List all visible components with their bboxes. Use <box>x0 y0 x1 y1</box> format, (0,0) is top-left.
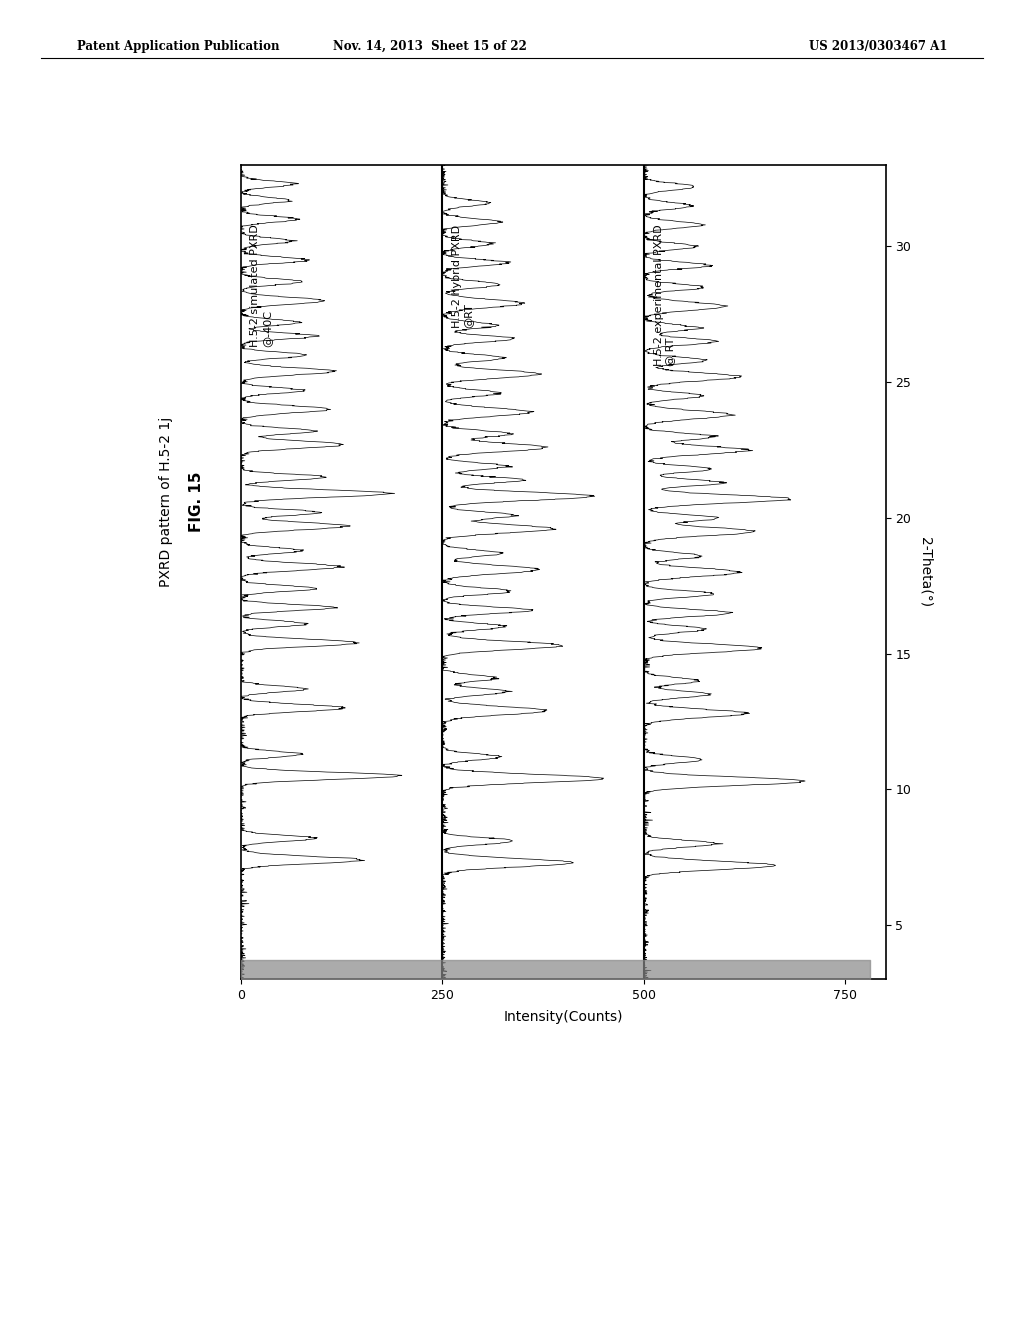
Y-axis label: 2-Theta(°): 2-Theta(°) <box>919 537 932 607</box>
X-axis label: Intensity(Counts): Intensity(Counts) <box>504 1011 623 1024</box>
Text: H.5-2 experimental PXRD
@ RT: H.5-2 experimental PXRD @ RT <box>653 224 675 367</box>
Text: PXRD pattern of H.5-2 1j: PXRD pattern of H.5-2 1j <box>159 417 173 586</box>
Text: Nov. 14, 2013  Sheet 15 of 22: Nov. 14, 2013 Sheet 15 of 22 <box>333 40 527 53</box>
Text: H.5-2 simulated PXRD
@-40C: H.5-2 simulated PXRD @-40C <box>250 224 272 347</box>
Text: H.5-2 hybrid PXRD
@RT: H.5-2 hybrid PXRD @RT <box>452 224 473 327</box>
Text: Patent Application Publication: Patent Application Publication <box>77 40 280 53</box>
Text: FIG. 15: FIG. 15 <box>189 471 205 532</box>
Text: US 2013/0303467 A1: US 2013/0303467 A1 <box>809 40 947 53</box>
